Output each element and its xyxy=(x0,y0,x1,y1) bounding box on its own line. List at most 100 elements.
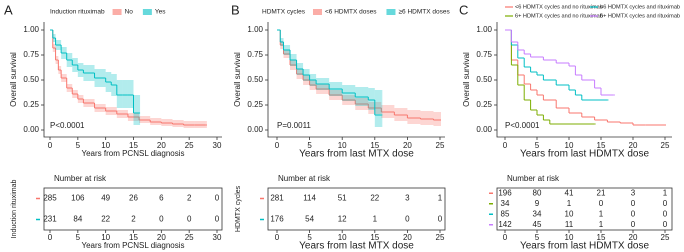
risk-count: 0 xyxy=(631,209,636,218)
x-tick-label: 0 xyxy=(503,141,508,150)
y-tick-label: 1.00 xyxy=(476,25,492,34)
axis-line xyxy=(496,22,672,138)
risk-count: 49 xyxy=(101,194,110,203)
risk-count: 3 xyxy=(405,194,410,203)
y-tick-label: 0.75 xyxy=(476,50,492,59)
x-tick-label: 20 xyxy=(403,141,412,150)
risk-count: 0 xyxy=(405,215,410,224)
risk-count: 0 xyxy=(599,199,604,208)
y-tick-label: 0.50 xyxy=(247,75,263,84)
risk-x-tick-label: 15 xyxy=(370,233,379,242)
risk-x-tick-label: 10 xyxy=(101,233,110,242)
y-tick-label: 0.00 xyxy=(23,125,39,134)
risk-count: 2 xyxy=(187,194,192,203)
x-tick-label: 20 xyxy=(157,141,166,150)
risk-count: 1 xyxy=(599,209,604,218)
y-tick-label: 0.00 xyxy=(247,125,263,134)
risk-count: 196 xyxy=(498,188,512,197)
risk-x-tick-label: 10 xyxy=(338,233,347,242)
y-tick-label: 0.25 xyxy=(23,100,39,109)
x-tick-label: 15 xyxy=(597,141,606,150)
y-tick-label: 0.75 xyxy=(247,50,263,59)
legend-swatch xyxy=(312,9,322,15)
confidence-band xyxy=(127,80,134,108)
risk-x-tick-label: 25 xyxy=(185,233,194,242)
confidence-band xyxy=(381,90,383,127)
risk-x-tick-label: 0 xyxy=(503,233,508,242)
axis-line xyxy=(43,22,222,138)
risk-count: 51 xyxy=(338,194,347,203)
risk-count: 1 xyxy=(567,199,572,208)
risk-count: 84 xyxy=(73,215,82,224)
y-axis-label: Overall survival xyxy=(9,52,18,107)
confidence-band xyxy=(139,95,141,125)
risk-count: 1 xyxy=(599,220,604,229)
legend-label: <6 HDMTX cycles and rituximab xyxy=(600,4,680,10)
risk-count: 22 xyxy=(370,194,379,203)
legend-label: <6 HDMTX cycles and no rituximab xyxy=(515,4,603,10)
x-axis-label: Years from last MTX dose xyxy=(299,149,414,160)
y-axis-label: Overall survival xyxy=(233,52,242,107)
risk-count: 21 xyxy=(597,188,606,197)
confidence-band xyxy=(374,90,382,127)
risk-x-tick-label: 20 xyxy=(403,233,412,242)
risk-count: 0 xyxy=(438,215,443,224)
risk-count: 6 xyxy=(159,194,164,203)
x-tick-label: 30 xyxy=(213,141,222,150)
x-tick-label: 10 xyxy=(101,141,110,150)
x-tick-label: 25 xyxy=(436,141,445,150)
risk-count: 0 xyxy=(631,199,636,208)
risk-count: 0 xyxy=(663,199,668,208)
risk-count: 34 xyxy=(533,209,542,218)
risk-x-tick-label: 15 xyxy=(597,233,606,242)
panel-label: C xyxy=(459,2,468,17)
risk-count: 10 xyxy=(565,209,574,218)
x-tick-label: 5 xyxy=(307,141,312,150)
confidence-band xyxy=(116,80,123,108)
legend-label: ≥6 HDMTX doses xyxy=(398,9,450,16)
risk-count: 0 xyxy=(215,215,220,224)
risk-count: 34 xyxy=(501,199,510,208)
legend-swatch xyxy=(142,9,152,15)
x-tick-label: 10 xyxy=(338,141,347,150)
risk-count: 1 xyxy=(373,215,378,224)
risk-x-tick-label: 5 xyxy=(307,233,312,242)
confidence-band xyxy=(440,112,441,126)
risk-count: 80 xyxy=(533,188,542,197)
p-value: P<0.0001 xyxy=(50,121,85,130)
legend-label: 6+ HDMTX cycles and rituximab xyxy=(600,13,680,19)
risk-table-title: Number at risk xyxy=(54,174,107,183)
x-axis-label: Years from PCNSL diagnosis xyxy=(81,149,184,158)
confidence-band xyxy=(133,95,140,125)
legend-label: <6 HDMTX doses xyxy=(325,9,377,16)
confidence-band xyxy=(122,80,128,108)
p-value: P=0.0011 xyxy=(277,121,311,130)
risk-count: 12 xyxy=(338,215,347,224)
risk-count: 2 xyxy=(131,215,136,224)
legend-title: Induction rituximab xyxy=(50,9,105,16)
y-tick-label: 1.00 xyxy=(23,25,39,34)
risk-y-axis-label: HDMTX cycles xyxy=(235,185,242,232)
x-tick-label: 25 xyxy=(661,141,670,150)
risk-count: 0 xyxy=(663,209,668,218)
risk-count: 45 xyxy=(533,220,542,229)
risk-table-title: Number at risk xyxy=(507,174,560,183)
risk-count: 1 xyxy=(663,188,668,197)
risk-count: 142 xyxy=(498,220,512,229)
confidence-band xyxy=(407,110,421,124)
risk-count: 22 xyxy=(101,215,110,224)
legend-swatch xyxy=(386,9,396,15)
risk-count: 281 xyxy=(270,194,284,203)
risk-table-frame xyxy=(43,187,223,231)
risk-count: 106 xyxy=(71,194,85,203)
panel-label: B xyxy=(231,2,240,17)
risk-count: 176 xyxy=(270,215,284,224)
risk-count: 0 xyxy=(663,220,668,229)
y-tick-label: 1.00 xyxy=(247,25,263,34)
x-tick-label: 25 xyxy=(185,141,194,150)
risk-x-tick-label: 15 xyxy=(129,233,138,242)
confidence-band xyxy=(368,88,375,110)
risk-count: 11 xyxy=(565,220,574,229)
legend-title: HDMTX cycles xyxy=(262,9,306,16)
y-tick-label: 0.50 xyxy=(23,75,39,84)
